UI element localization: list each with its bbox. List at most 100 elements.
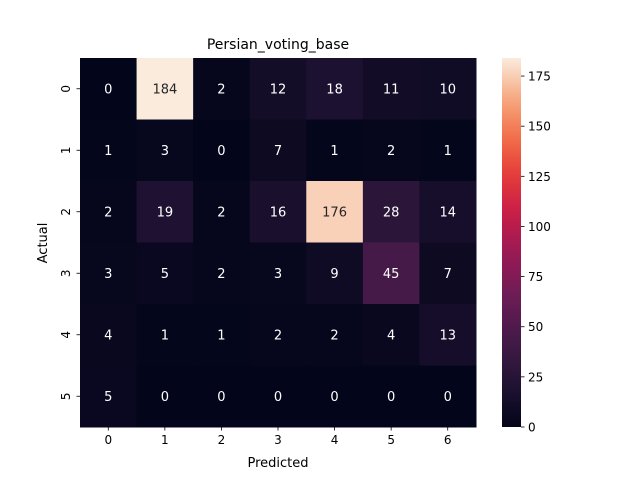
cell-value-label: 0 [104,82,112,97]
heatmap-cell [306,119,364,182]
heatmap-cell-labels: 0 184 2 12 18 11 101 3 0 7 1 2 12 19 2 16 176 28 143 5 2 3 9 45… [104,82,456,405]
y-tick-label: 0 [59,85,73,93]
y-tick-label: 1 [59,146,73,154]
y-axis-ticks: 0 1 2 3 4 5 [59,85,80,400]
cell-value-label: 5 [161,267,169,282]
heatmap-cell [306,242,364,305]
colorbar-tick-label: 75 [528,270,543,284]
heatmap-cell [362,304,420,366]
colorbar: 0 25 50 75 100 125 150 175 [502,58,551,435]
heatmap-cell [136,119,194,182]
colorbar-tick-label: 50 [528,320,543,334]
heatmap-cell [136,181,194,243]
colorbar-tick-label: 150 [528,120,551,134]
cell-value-label: 1 [217,328,225,343]
cell-value-label: 13 [439,328,456,343]
y-tick-label: 5 [59,392,73,400]
cell-value-label: 0 [387,390,395,405]
heatmap-cell [193,242,251,305]
y-axis-label: Actual [36,223,51,264]
heatmap-cell [249,365,307,428]
heatmap-cell [80,242,138,305]
cell-value-label: 0 [444,390,452,405]
cell-value-label: 1 [444,144,452,159]
colorbar-tick-label: 175 [528,70,551,84]
cell-value-label: 7 [274,144,282,159]
heatmap-cell [362,58,420,120]
cell-value-label: 18 [326,82,343,97]
heatmap-cell [419,304,477,366]
heatmap-cell [419,58,477,120]
y-tick-label: 3 [59,269,73,277]
y-tick-label: 2 [59,208,73,216]
x-tick-label: 5 [387,433,395,447]
cell-value-label: 1 [104,144,112,159]
cell-value-label: 3 [104,267,112,282]
cell-value-label: 14 [439,205,456,220]
colorbar-gradient [502,58,521,427]
cell-value-label: 10 [439,82,456,97]
heatmap-cell [193,181,251,243]
heatmap-cell [362,365,420,428]
heatmap-cell [306,181,364,243]
heatmap-cell [249,304,307,366]
heatmap-cell [306,365,364,428]
heatmap-cell [249,181,307,243]
heatmap-cell [306,58,364,120]
cell-value-label: 2 [217,82,225,97]
cell-value-label: 1 [330,144,338,159]
x-tick-label: 1 [161,433,169,447]
heatmap-cell [193,365,251,428]
heatmap-cell [249,58,307,120]
cell-value-label: 176 [322,205,347,220]
x-tick-label: 3 [274,433,282,447]
x-tick-label: 4 [331,433,339,447]
heatmap-cell [80,181,138,243]
heatmap-cell [193,58,251,120]
cell-value-label: 9 [330,267,338,282]
colorbar-tick-label: 25 [528,370,543,384]
heatmap-cell [362,242,420,305]
cell-value-label: 7 [444,267,452,282]
cell-value-label: 2 [217,205,225,220]
x-tick-label: 6 [444,433,452,447]
cell-value-label: 19 [157,205,174,220]
heatmap-cell [136,365,194,428]
colorbar-tick-label: 125 [528,170,551,184]
cell-value-label: 4 [387,328,395,343]
cell-value-label: 4 [104,328,112,343]
x-tick-label: 0 [104,433,112,447]
cell-value-label: 12 [270,82,287,97]
heatmap-cell [419,119,477,182]
cell-value-label: 0 [217,144,225,159]
heatmap-cell [80,119,138,182]
cell-value-label: 3 [274,267,282,282]
cell-value-label: 2 [217,267,225,282]
heatmap-cell [193,119,251,182]
cell-value-label: 5 [104,390,112,405]
cell-value-label: 16 [270,205,287,220]
x-tick-label: 2 [218,433,226,447]
colorbar-tick-label: 100 [528,220,551,234]
cell-value-label: 1 [161,328,169,343]
heatmap-cell [80,304,138,366]
heatmap-cell [80,365,138,428]
cell-value-label: 184 [152,82,177,97]
heatmap-cell [419,181,477,243]
heatmap-cell [419,365,477,428]
heatmap-cell [419,242,477,305]
cell-value-label: 0 [161,390,169,405]
cell-value-label: 0 [274,390,282,405]
x-axis-ticks: 0 1 2 3 4 5 6 [104,427,452,447]
heatmap-cell [193,304,251,366]
cell-value-label: 28 [383,205,400,220]
heatmap-cell [362,119,420,182]
colorbar-tick-label: 0 [528,421,536,435]
x-axis-label: Predicted [247,456,308,471]
heatmap-cell [136,304,194,366]
cell-value-label: 0 [330,390,338,405]
cell-value-label: 11 [383,82,400,97]
cell-value-label: 2 [274,328,282,343]
cell-value-label: 0 [217,390,225,405]
